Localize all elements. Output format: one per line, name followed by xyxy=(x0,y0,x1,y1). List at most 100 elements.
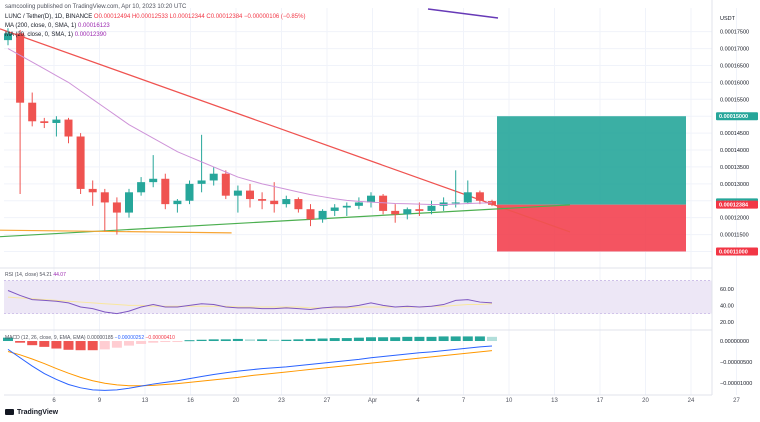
macd-histogram-bar xyxy=(487,336,497,342)
candle xyxy=(161,173,170,210)
candle xyxy=(137,177,146,196)
tradingview-logo[interactable]: TradingView xyxy=(5,409,58,416)
macd-histogram-bar xyxy=(378,337,389,342)
macd-histogram-bar xyxy=(27,341,38,346)
candle xyxy=(318,209,327,223)
macd-value-1: −0.00000252 xyxy=(114,335,145,341)
candle-body xyxy=(427,205,436,211)
macd-tick-label: 0.00000000 xyxy=(720,339,749,345)
macd-histogram-bar xyxy=(269,339,280,342)
candle xyxy=(40,117,49,129)
rsi-line xyxy=(7,290,493,315)
price-tag: 0.00015000 xyxy=(716,112,758,121)
candle xyxy=(16,29,25,194)
candle xyxy=(173,199,182,213)
date-tick-label: 27 xyxy=(324,398,331,404)
candle-body xyxy=(197,180,206,184)
macd-histogram-bar xyxy=(136,341,147,344)
candle-body xyxy=(463,192,472,203)
rsi-label[interactable]: RSI (14, close) 54.21 44.07 xyxy=(5,272,66,279)
macd-histogram-bar xyxy=(414,336,425,342)
candle-body xyxy=(221,173,230,196)
candle-body xyxy=(403,209,412,215)
macd-histogram-bar xyxy=(208,339,219,342)
ma20-label[interactable]: MA (20, close, 0, SMA, 1) 0.00012390 xyxy=(5,31,106,39)
candle-body xyxy=(451,202,460,204)
candle xyxy=(28,92,37,127)
price-tick-label: 0.00013500 xyxy=(720,165,749,171)
candle xyxy=(100,188,109,232)
macd-histogram-bar xyxy=(341,338,352,342)
date-tick-label: 10 xyxy=(506,398,513,404)
candle-body xyxy=(173,200,182,205)
rsi-tick-label: 20.00 xyxy=(720,320,734,326)
price-tag-bg xyxy=(716,112,758,121)
macd-pane xyxy=(3,336,497,391)
symbol-name[interactable]: LUNC / Tether(D), 1D, BINANCE xyxy=(5,14,93,20)
candle xyxy=(427,200,436,215)
candle xyxy=(52,116,61,137)
candle-body xyxy=(282,199,291,205)
candle xyxy=(197,134,206,193)
ma200-label-text: MA (200, close, 0, SMA, 1) xyxy=(5,23,77,29)
candle-body xyxy=(379,195,388,211)
position-zones[interactable] xyxy=(497,116,686,252)
candle xyxy=(282,195,291,208)
macd-signal-line xyxy=(7,350,493,387)
macd-histogram-bar xyxy=(51,341,62,349)
price-tick-label: 0.00013000 xyxy=(720,182,749,188)
tradingview-logo-icon xyxy=(5,409,14,416)
trendline-support xyxy=(0,204,571,238)
date-axis[interactable]: 6 9 13 16 20 23 27 Apr 4 7 10 13 17 20 24 27 xyxy=(4,394,740,404)
candle xyxy=(233,185,242,213)
moving-averages xyxy=(7,8,499,205)
candle xyxy=(367,192,375,208)
macd-histogram-bar xyxy=(402,336,413,342)
publisher-line: samcooling published on TradingView.com,… xyxy=(5,4,187,10)
candle-body xyxy=(354,202,363,206)
macd-histogram-bar xyxy=(257,339,268,342)
ma200-label[interactable]: MA (200, close, 0, SMA, 1) 0.00016123 xyxy=(5,22,110,30)
ohlc-values: O0.00012494 H0.00012533 L0.00012344 C0.0… xyxy=(93,14,306,20)
candle xyxy=(379,193,388,215)
macd-histogram-bar xyxy=(366,337,376,342)
candle xyxy=(342,202,351,216)
candle-body xyxy=(16,33,25,103)
macd-histogram-bar xyxy=(305,338,316,342)
profit-zone xyxy=(497,116,686,205)
candle xyxy=(294,197,303,213)
candle xyxy=(4,28,12,46)
date-tick-label: 24 xyxy=(688,398,695,404)
price-tag-label: 0.00012384 xyxy=(719,203,749,209)
price-axis[interactable]: 0.00017500 0.00017000 0.00016500 0.00016000… xyxy=(711,0,758,395)
price-tag-bg xyxy=(716,247,758,256)
macd-line xyxy=(7,345,493,391)
price-tick-label: 0.00014500 xyxy=(720,131,749,137)
macd-histogram-bar xyxy=(75,341,86,351)
macd-histogram-bar xyxy=(39,341,50,347)
price-tick-label: 0.00016500 xyxy=(720,63,749,69)
candle-body xyxy=(306,209,315,220)
price-tag-label: 0.00011000 xyxy=(719,249,748,255)
macd-histogram-bar xyxy=(474,336,485,342)
ma20-line xyxy=(7,48,493,205)
candle-body xyxy=(137,182,146,193)
macd-histogram-bar xyxy=(317,338,328,342)
macd-histogram-bar xyxy=(111,341,122,348)
macd-histogram-bar xyxy=(353,337,364,342)
candle xyxy=(185,180,194,205)
trend-lines[interactable] xyxy=(0,28,571,238)
macd-histogram-bar xyxy=(63,341,74,350)
candle-body xyxy=(270,200,279,205)
price-tick-label: 0.00017000 xyxy=(720,47,749,53)
macd-label[interactable]: MACD (12, 26, close, 9, EMA, EMA) 0.0000… xyxy=(5,335,175,342)
date-tick-label: 9 xyxy=(98,398,102,404)
candle xyxy=(475,190,484,205)
date-tick-label: 13 xyxy=(142,398,149,404)
macd-histogram-bar xyxy=(232,338,243,342)
date-tick-label: 7 xyxy=(462,398,466,404)
candle xyxy=(306,204,315,227)
macd-histogram-bar xyxy=(426,336,437,342)
candle-body xyxy=(185,183,194,201)
